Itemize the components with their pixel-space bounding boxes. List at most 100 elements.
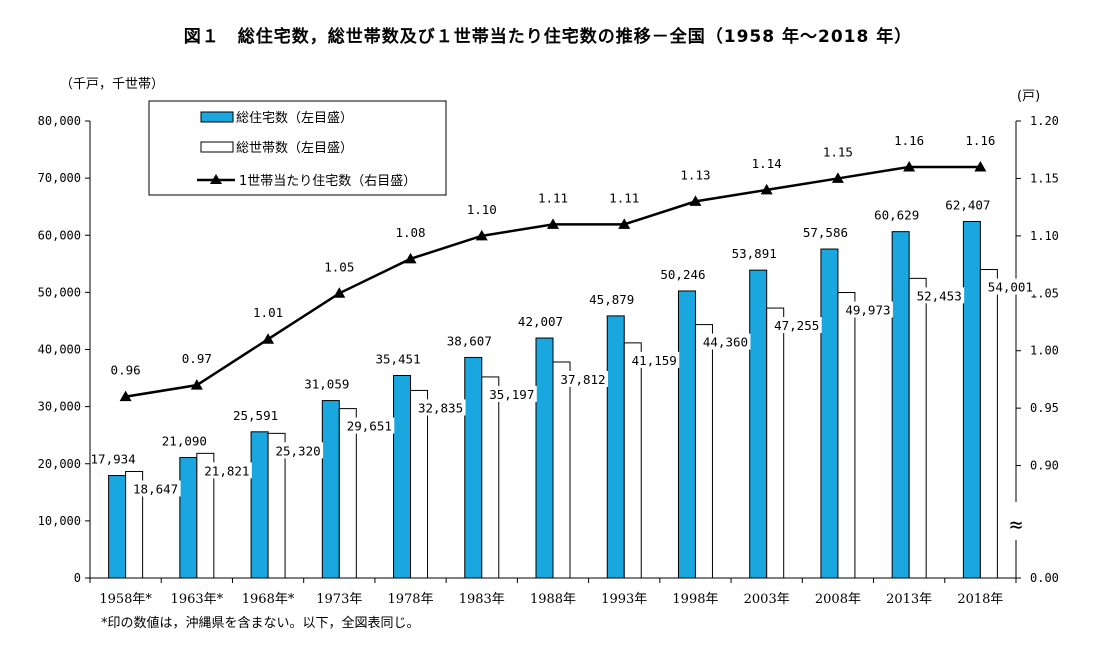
housing-value-label: 62,407 — [945, 198, 990, 213]
ratio-point-marker — [618, 218, 631, 229]
housing-value-label: 21,090 — [162, 434, 207, 449]
left-axis-tick-label: 20,000 — [38, 457, 81, 471]
legend-swatch-housing — [200, 111, 234, 123]
left-axis-tick-label: 50,000 — [38, 285, 81, 299]
household-bar — [979, 269, 998, 579]
housing-bar — [820, 248, 839, 579]
household-value-label: 47,255 — [774, 318, 819, 333]
housing-value-label: 35,451 — [375, 351, 420, 366]
chart-line — [119, 160, 987, 402]
household-value-label: 21,821 — [204, 463, 249, 478]
ratio-point-marker — [475, 229, 488, 241]
ratio-point-marker — [547, 218, 559, 229]
x-axis-category-label: 1998年 — [672, 592, 718, 607]
ratio-value-label: 1.14 — [752, 156, 782, 171]
household-value-label: 25,320 — [275, 443, 320, 458]
ratio-value-label: 1.11 — [538, 190, 568, 205]
ratio-value-label: 1.16 — [894, 133, 924, 148]
household-bar — [837, 292, 856, 579]
housing-bar — [749, 269, 768, 579]
household-bar — [196, 452, 215, 579]
household-value-label: 37,812 — [560, 372, 605, 387]
ratio-point-marker — [119, 390, 132, 402]
x-axis-category-label: 2003年 — [744, 592, 790, 607]
household-value-label-bg — [415, 399, 466, 416]
left-axis-tick-label: 0 — [74, 571, 81, 585]
household-bar — [766, 307, 785, 579]
housing-bar — [535, 337, 554, 579]
household-value-label-bg — [344, 417, 395, 434]
chart-bars — [108, 221, 998, 579]
footnote: *印の数値は，沖縄県を含まない。以下，全図表同じ。 — [101, 616, 420, 631]
housing-bar — [250, 431, 269, 579]
left-axis-tick-label: 60,000 — [38, 228, 81, 242]
housing-bar — [321, 400, 340, 579]
household-value-label: 32,835 — [418, 400, 463, 415]
ratio-value-label: 1.11 — [609, 190, 639, 205]
ratio-point-marker — [903, 160, 916, 172]
housing-bar — [393, 374, 412, 579]
household-bar — [623, 342, 642, 579]
chart-data-labels: 17,934 18,647 21,090 21,821 25,591 25,320 31,0… — [91, 133, 1036, 497]
ratio-point-marker — [831, 172, 844, 183]
household-value-label-bg — [629, 351, 680, 368]
left-axis-tick-label: 80,000 — [38, 114, 81, 128]
ratio-point-marker — [689, 195, 702, 206]
left-axis-tick-label: 30,000 — [38, 400, 81, 414]
ratio-value-label: 1.13 — [680, 167, 710, 182]
ratio-value-label: 1.15 — [823, 144, 853, 159]
household-value-label-bg — [130, 480, 181, 497]
household-value-label: 18,647 — [133, 481, 178, 496]
right-axis-tick-label: 0.90 — [1030, 459, 1059, 473]
ratio-point-marker — [190, 379, 203, 390]
household-value-label: 52,453 — [917, 288, 962, 303]
household-bar — [552, 361, 571, 579]
household-value-label: 35,197 — [489, 387, 534, 402]
x-axis-category-label: 2013年 — [886, 592, 932, 607]
household-value-label: 49,973 — [845, 303, 890, 318]
household-value-label: 54,001 — [988, 280, 1033, 295]
left-axis-tick-label: 10,000 — [38, 514, 81, 528]
ratio-value-label: 0.97 — [182, 351, 212, 366]
x-axis-category-label: 1958年* — [99, 592, 152, 607]
right-axis-tick-label: 1.05 — [1030, 286, 1059, 300]
axis-break-mark: ≈ — [1009, 513, 1022, 538]
ratio-point-marker — [404, 252, 417, 264]
household-value-label-bg — [201, 462, 252, 479]
ratio-value-label: 1.01 — [253, 305, 283, 320]
household-value-label-bg — [914, 287, 965, 304]
household-bar — [694, 324, 713, 579]
housing-value-label: 31,059 — [304, 377, 349, 392]
left-axis-unit: （千戸，千世帯） — [60, 77, 165, 92]
x-axis-category-label: 1993年 — [601, 592, 647, 607]
legend-label-housing: 総住宅数（左目盛） — [236, 111, 353, 126]
x-axis-category-label: 1988年 — [530, 592, 576, 607]
household-value-label-bg — [273, 442, 324, 459]
ratio-value-label: 1.08 — [395, 225, 425, 240]
housing-value-label: 60,629 — [874, 208, 919, 223]
ratio-value-label: 1.05 — [324, 259, 354, 274]
household-value-label-bg — [486, 385, 537, 402]
x-axis-category-label: 2018年 — [957, 592, 1003, 607]
household-bar — [908, 277, 927, 579]
housing-value-label: 50,246 — [660, 267, 705, 282]
right-axis-tick-label: 0.00 — [1030, 571, 1059, 585]
x-axis-category-label: 2008年 — [815, 592, 861, 607]
household-value-label-bg — [842, 301, 893, 318]
ratio-point-marker — [262, 333, 275, 344]
housing-bar — [108, 475, 127, 579]
household-value-label: 41,159 — [632, 353, 677, 368]
housing-value-label: 38,607 — [447, 333, 492, 348]
ratio-value-label: 0.96 — [111, 363, 141, 378]
household-value-label-bg — [700, 333, 751, 350]
household-bar — [125, 470, 144, 579]
ratio-value-label: 1.16 — [965, 133, 995, 148]
chart-legend: 総住宅数（左目盛） 総世帯数（左目盛） 1世帯当たり住宅数（右目盛） — [148, 100, 447, 196]
household-bar — [481, 376, 500, 579]
legend-swatch-ratio-marker — [210, 174, 222, 184]
x-axis-category-label: 1983年 — [459, 592, 505, 607]
housing-bar — [891, 231, 910, 579]
housing-value-label: 42,007 — [518, 314, 563, 329]
x-axis-category-label: 1973年 — [316, 592, 362, 607]
right-axis-tick-label: 1.00 — [1030, 344, 1059, 358]
